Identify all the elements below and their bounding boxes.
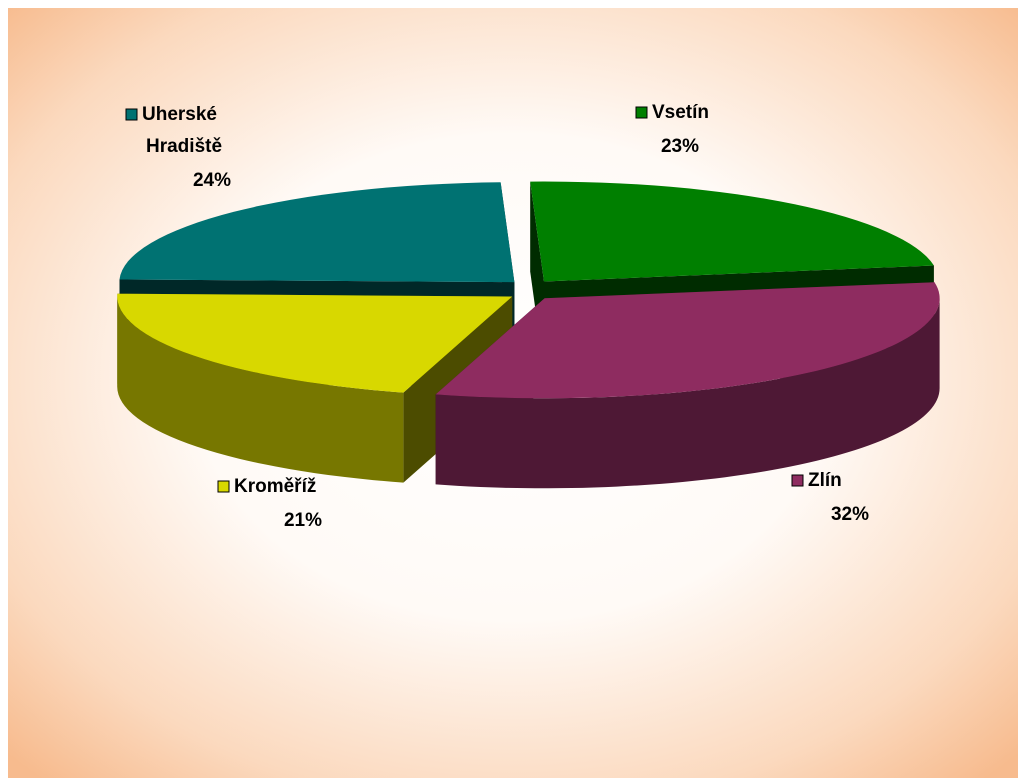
slice-top [435,282,940,399]
percent-label: 32% [831,504,869,525]
slice-top [530,181,934,282]
label-line: Hradiště [146,136,222,157]
legend-key [635,106,648,119]
label-line: Uherské [142,104,222,125]
legend-key [125,108,138,121]
percent-label: 21% [284,510,322,531]
slice-top [117,293,513,393]
pie-slice [435,282,940,489]
percent-label: 24% [193,170,231,191]
category-label: Kroměříž [234,476,316,497]
slice-wall [435,298,940,489]
slice-top [119,182,515,283]
category-label: Zlín [808,470,842,491]
category-label: Vsetín [652,102,709,123]
percent-label: 23% [661,136,699,157]
slice-wall [117,296,404,483]
category-label: Uherské Hradiště [142,104,222,157]
legend-key [217,480,230,493]
legend-key [791,474,804,487]
